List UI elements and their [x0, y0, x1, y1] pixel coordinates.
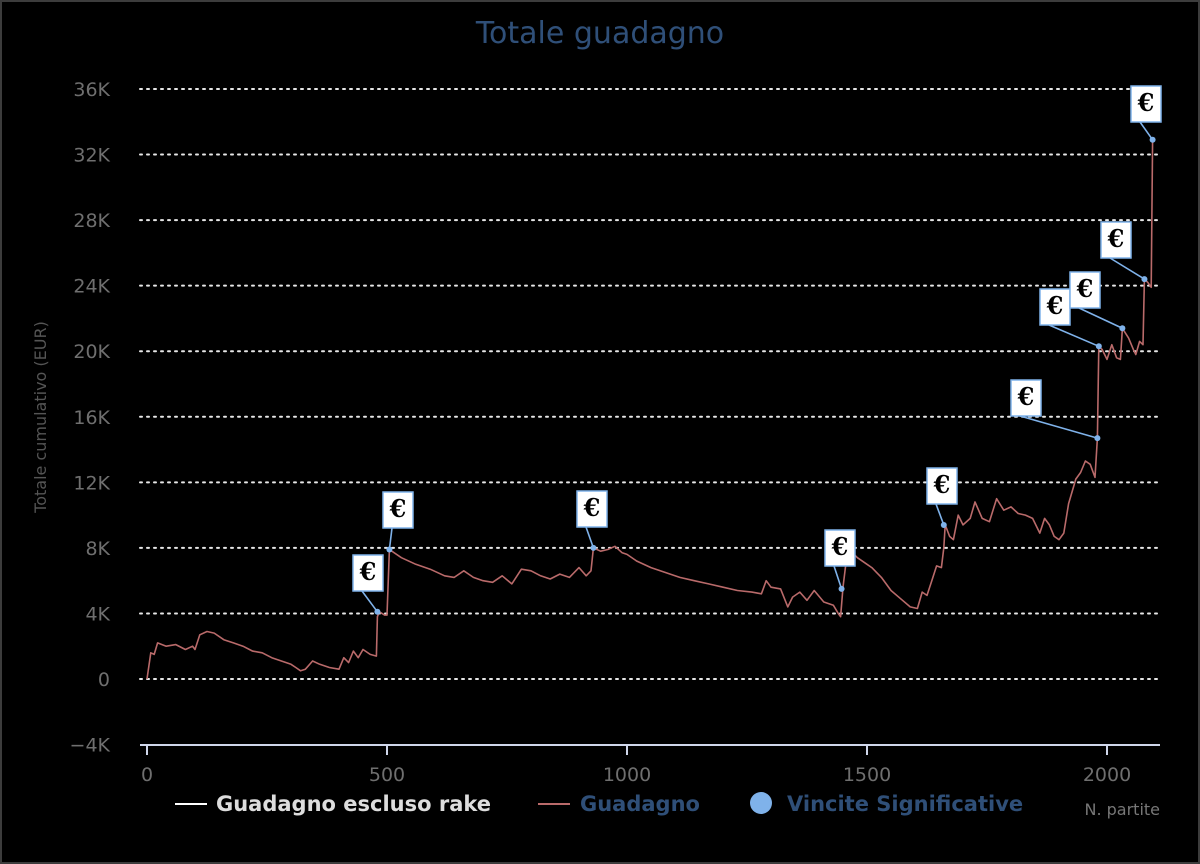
- y-tick-label: 4K: [85, 603, 110, 625]
- flag-connector: [585, 526, 595, 549]
- vincita-point: [1119, 325, 1126, 332]
- flag-label: €: [831, 532, 849, 561]
- series-layer: [146, 139, 1154, 680]
- flag-label: €: [1076, 274, 1094, 303]
- vincita-flag: €: [1100, 221, 1148, 283]
- flags-layer: € € € € € € € € € €: [352, 85, 1162, 615]
- flag-label: €: [1107, 224, 1125, 253]
- flag-connector: [388, 527, 393, 550]
- y-tick-label: 16K: [73, 407, 110, 429]
- vincita-point: [1149, 136, 1156, 143]
- flag-label: €: [1046, 291, 1064, 320]
- flag-box: [382, 491, 414, 529]
- legend-item: Vincite Significative: [750, 792, 1023, 816]
- legend-item: Guadagno: [538, 792, 700, 816]
- vincita-flag: €: [1130, 85, 1162, 143]
- y-tick-label: 28K: [73, 210, 110, 232]
- flag-box: [926, 467, 958, 505]
- vincita-point: [1094, 435, 1101, 442]
- flag-box: [1100, 221, 1132, 259]
- y-axis-ticks: −4K 0 4K 8K 12K 16K 20K 24K 28K 32K 36K: [70, 79, 111, 757]
- y-axis-title: Totale cumulativo (EUR): [31, 321, 50, 514]
- vincita-flag: €: [1039, 288, 1102, 350]
- legend-label: Guadagno escluso rake: [216, 792, 491, 816]
- flag-label: €: [1017, 382, 1035, 411]
- flag-connector: [1048, 324, 1100, 348]
- x-tick-label: 1500: [843, 764, 891, 786]
- flag-connector: [1139, 121, 1154, 141]
- flag-box: [1130, 85, 1162, 123]
- flag-box: [824, 529, 856, 567]
- vincita-flag: €: [352, 554, 384, 615]
- legend: Guadagno escluso rake Guadagno Vincite Sig…: [175, 792, 1023, 816]
- flag-label: €: [389, 494, 407, 523]
- vincita-point: [374, 608, 381, 615]
- flag-label: €: [583, 493, 601, 522]
- flag-connector: [1109, 257, 1145, 280]
- vincita-point: [1095, 343, 1102, 350]
- x-tick-label: 2000: [1083, 764, 1131, 786]
- y-tick-label: −4K: [70, 735, 111, 757]
- y-tick-label: 32K: [73, 145, 110, 167]
- series-line: [146, 139, 1154, 680]
- legend-label: Guadagno: [580, 792, 700, 816]
- vincita-flag: €: [382, 491, 414, 553]
- flag-label: €: [933, 470, 951, 499]
- vincita-flag: €: [824, 529, 856, 592]
- grid: [139, 88, 1161, 680]
- vincita-point: [590, 544, 597, 551]
- flag-box: [576, 490, 608, 528]
- vincita-point: [838, 585, 845, 592]
- flag-connector: [361, 590, 379, 613]
- vincita-flag: €: [1069, 271, 1126, 332]
- flag-box: [352, 554, 384, 592]
- vincita-flag: €: [576, 490, 608, 551]
- chart-title: Totale guadagno: [475, 16, 724, 51]
- flag-connector: [1019, 415, 1098, 439]
- vincita-point: [940, 521, 947, 528]
- y-tick-label: 36K: [73, 79, 110, 101]
- flag-box: [1069, 271, 1101, 309]
- x-axis-title: N. partite: [1084, 800, 1160, 819]
- y-tick-label: 24K: [73, 276, 110, 298]
- y-tick-label: 12K: [73, 472, 110, 494]
- vincita-flag: €: [926, 467, 958, 528]
- flag-connector: [1078, 307, 1123, 330]
- vincita-point: [1141, 276, 1148, 283]
- vincita-point: [386, 546, 393, 553]
- x-tick-label: 0: [141, 764, 153, 786]
- flag-label: €: [1137, 88, 1155, 117]
- x-axis: 0 500 1000 1500 2000: [140, 744, 1160, 786]
- flag-connector: [935, 503, 945, 526]
- flag-label: €: [359, 557, 377, 586]
- flag-connector: [833, 565, 843, 590]
- legend-symbol-dot: [750, 792, 772, 814]
- x-tick-label: 500: [369, 764, 405, 786]
- x-tick-label: 1000: [603, 764, 651, 786]
- y-tick-label: 0: [98, 669, 110, 691]
- y-tick-label: 20K: [73, 341, 110, 363]
- y-tick-label: 8K: [85, 538, 110, 560]
- legend-label: Vincite Significative: [787, 792, 1023, 816]
- flag-box: [1010, 379, 1042, 417]
- legend-item: Guadagno escluso rake: [175, 792, 491, 816]
- vincita-flag: €: [1010, 379, 1101, 442]
